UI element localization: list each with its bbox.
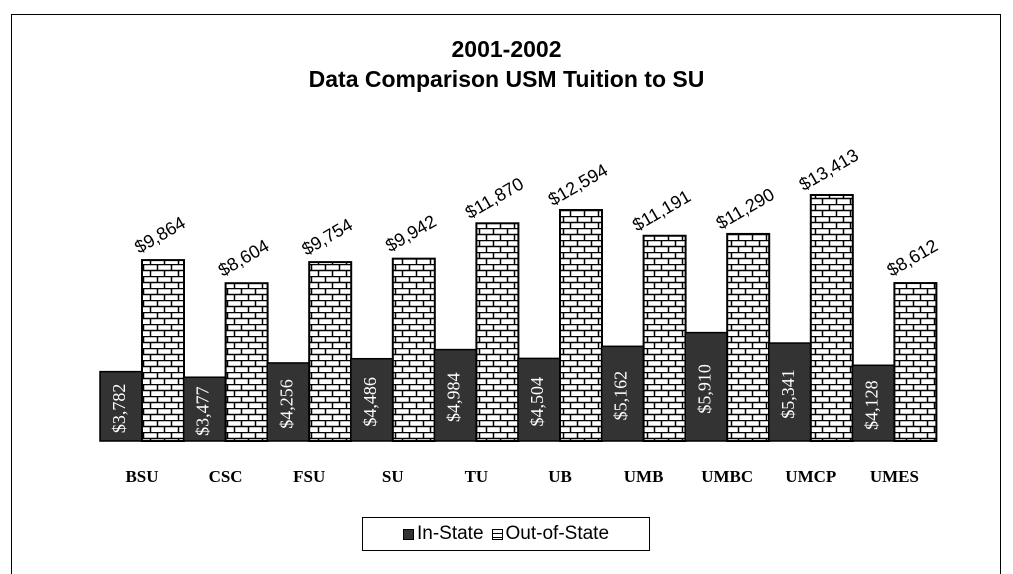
bar-in-state-csc — [182, 376, 227, 442]
legend-entry-out-of-state: Out-of-State — [491, 523, 610, 545]
x-tick-label-ub: UB — [548, 467, 572, 486]
x-tick-label-bsu: BSU — [125, 467, 158, 486]
bar-in-state-umcp — [768, 342, 812, 442]
x-tick-label-umcp: UMCP — [785, 467, 836, 486]
x-tick-label-tu: TU — [465, 467, 489, 486]
x-tick-label-umes: UMES — [870, 467, 919, 486]
legend-label-in-state: In-State — [416, 523, 484, 544]
data-label-out-of-state-ub: $12,594 — [545, 160, 611, 210]
data-label-in-state-umcp: $5,341 — [778, 369, 798, 419]
data-label-in-state-umbc: $5,910 — [694, 364, 714, 414]
x-tick-label-su: SU — [382, 467, 404, 486]
bar-in-state-ub — [517, 357, 561, 442]
data-label-out-of-state-umb: $11,191 — [629, 186, 694, 235]
bar-out-of-state-umes — [893, 282, 938, 442]
chart-legend: In-State Out-of-State — [362, 517, 650, 551]
data-label-in-state-csc: $3,477 — [193, 386, 213, 436]
data-label-in-state-umb: $5,162 — [611, 371, 631, 421]
data-label-in-state-ub: $4,504 — [527, 377, 547, 427]
data-label-out-of-state-umcp: $13,413 — [796, 145, 862, 195]
bar-out-of-state-tu — [475, 222, 520, 442]
legend-swatch-in-state — [402, 528, 414, 540]
bar-in-state-umes — [851, 364, 896, 442]
data-label-out-of-state-su: $9,942 — [382, 211, 440, 256]
data-label-in-state-tu: $4,984 — [444, 373, 464, 423]
data-label-out-of-state-csc: $8,604 — [215, 236, 273, 281]
bar-in-state-umb — [600, 345, 645, 442]
data-label-in-state-umes: $4,128 — [862, 380, 882, 430]
data-label-in-state-su: $4,486 — [360, 377, 380, 427]
bar-out-of-state-su — [391, 257, 436, 442]
bar-out-of-state-csc — [224, 282, 269, 442]
bar-out-of-state-fsu — [308, 261, 353, 442]
data-label-in-state-fsu: $4,256 — [276, 379, 296, 429]
data-label-out-of-state-tu: $11,870 — [462, 174, 527, 223]
chart-title: 2001-2002 — [451, 36, 562, 62]
data-label-out-of-state-umes: $8,612 — [884, 235, 942, 280]
data-label-out-of-state-umbc: $11,290 — [713, 184, 778, 233]
bar-out-of-state-umcp — [809, 194, 854, 442]
x-tick-label-csc: CSC — [209, 467, 243, 486]
x-tick-label-umbc: UMBC — [701, 467, 753, 486]
bar-out-of-state-umbc — [726, 232, 771, 442]
bar-in-state-tu — [433, 348, 478, 442]
bar-in-state-umbc — [684, 331, 728, 442]
bar-out-of-state-bsu — [141, 259, 185, 443]
x-tick-label-umb: UMB — [624, 467, 664, 486]
chart-subtitle: Data Comparison USM Tuition to SU — [308, 66, 705, 92]
legend-label-out-of-state: Out-of-State — [505, 523, 610, 544]
legend-swatch-out-of-state — [491, 528, 503, 540]
x-tick-label-fsu: FSU — [293, 467, 325, 486]
data-label-out-of-state-bsu: $9,864 — [131, 212, 189, 257]
legend-entry-in-state: In-State — [402, 523, 484, 545]
data-label-out-of-state-fsu: $9,754 — [298, 214, 356, 259]
bar-out-of-state-umb — [642, 234, 687, 442]
data-label-in-state-bsu: $3,782 — [109, 384, 129, 434]
bar-out-of-state-ub — [559, 209, 603, 442]
bar-in-state-su — [350, 357, 394, 442]
bar-in-state-fsu — [266, 362, 310, 442]
